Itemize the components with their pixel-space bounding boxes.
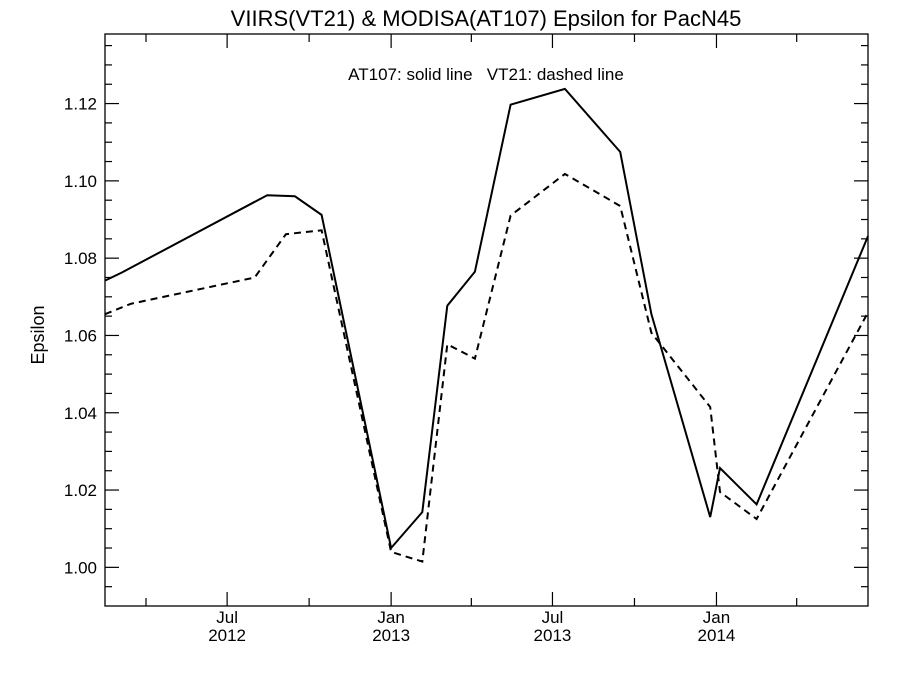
x-tick-label-month: Jul (542, 608, 564, 627)
legend-text: AT107: solid line VT21: dashed line (348, 65, 624, 84)
x-tick-label-year: 2012 (208, 626, 246, 645)
x-tick-label-month: Jan (377, 608, 404, 627)
series-line-vt21 (104, 172, 869, 563)
chart-title: VIIRS(VT21) & MODISA(AT107) Epsilon for … (231, 6, 742, 31)
axis-ticks (105, 34, 868, 606)
y-tick-label: 1.02 (64, 481, 97, 500)
y-tick-label: 1.00 (64, 558, 97, 577)
axis-tick-labels: 1.001.021.041.061.081.101.12Jul2012Jan20… (64, 95, 735, 645)
y-axis-label: Epsilon (28, 305, 48, 364)
y-tick-label: 1.10 (64, 172, 97, 191)
x-tick-label-year: 2013 (534, 626, 572, 645)
plot-frame (104, 33, 869, 607)
y-tick-label: 1.08 (64, 249, 97, 268)
x-tick-label-month: Jan (703, 608, 730, 627)
y-tick-label: 1.06 (64, 326, 97, 345)
x-tick-label-year: 2014 (698, 626, 736, 645)
y-tick-label: 1.04 (64, 404, 97, 423)
x-tick-label-month: Jul (216, 608, 238, 627)
series-line-at107 (104, 87, 869, 551)
series-group (104, 87, 869, 563)
x-tick-label-year: 2013 (372, 626, 410, 645)
y-tick-label: 1.12 (64, 95, 97, 114)
